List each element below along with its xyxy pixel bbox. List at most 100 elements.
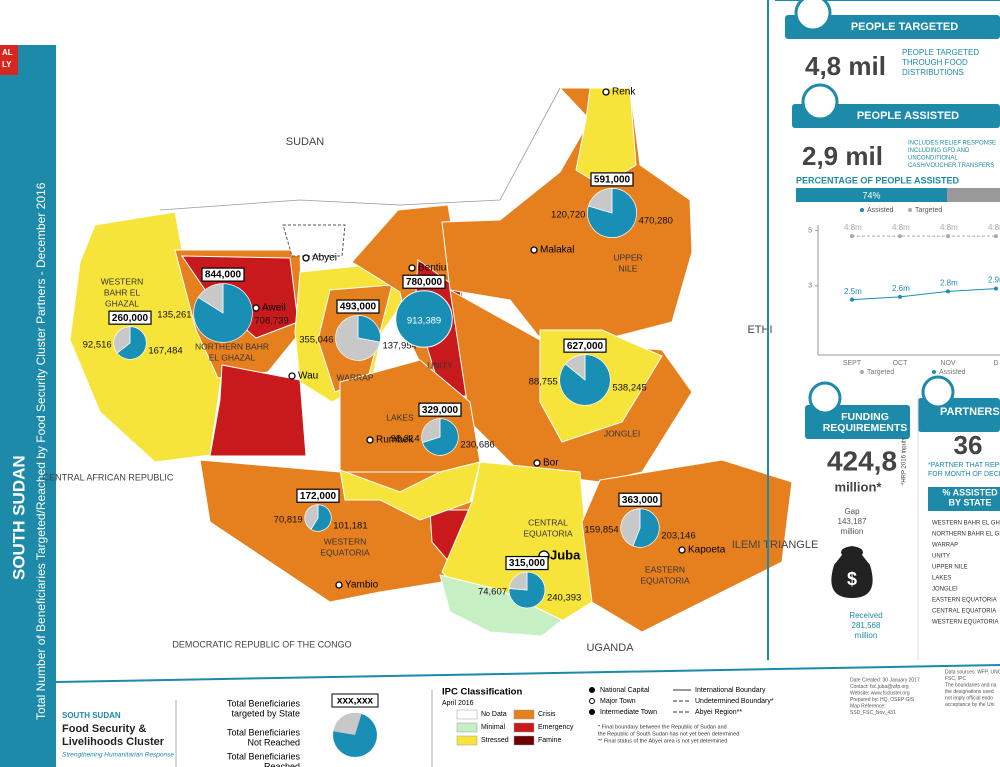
not-reached-label: 135,261	[157, 310, 191, 321]
town-marker	[533, 459, 541, 467]
ipc-swatch	[456, 709, 478, 720]
town-label: Wau	[298, 371, 318, 382]
y-tick-label: 3	[808, 283, 812, 290]
point	[898, 294, 902, 299]
target-label: 315,000	[509, 558, 546, 569]
town-label: Aweil	[262, 303, 286, 314]
note: PEOPLE TARGETED	[902, 48, 979, 57]
footnote: the Republic of South Sudan has not yet …	[598, 731, 739, 737]
town-label: Yambio	[345, 580, 379, 591]
source: The boundaries and na	[945, 682, 997, 688]
side-band	[0, 45, 56, 767]
banner-title: PARTNERS*	[940, 406, 1000, 418]
target-box	[336, 299, 380, 314]
pie-not-reached	[335, 315, 381, 361]
symbol-label: Abyei Region**	[695, 709, 742, 716]
ipc-label: Famine	[538, 737, 561, 744]
point-label: 4.8m	[988, 223, 1000, 232]
footnote: * Final boundary between the Republic of…	[598, 724, 727, 730]
not-reached-label: 74,607	[478, 587, 507, 598]
legend-dot	[932, 370, 936, 374]
legend-subtitle: April 2016	[442, 700, 474, 707]
x-tick-label: OCT	[893, 360, 909, 367]
ipc-area	[439, 574, 563, 637]
state-row: UPPER NILE	[932, 565, 968, 571]
progress-label: 74%	[862, 190, 880, 200]
banner	[928, 487, 1000, 511]
badge-text: AL	[2, 48, 13, 57]
town-marker	[288, 372, 296, 380]
symbol-dot	[589, 687, 595, 693]
target-label: xxx,xxx	[337, 696, 374, 707]
state-name: BAHR EL	[104, 287, 141, 297]
point-label: 2.9m	[988, 276, 1000, 285]
pie-reached	[116, 326, 147, 360]
town-marker	[530, 246, 538, 254]
legend-text: Reached	[264, 761, 300, 767]
legend-label: Targeted	[915, 207, 942, 214]
state-row: EASTERN EQUATORIA	[932, 598, 997, 604]
state-name: NORTHERN BAHR	[195, 341, 269, 351]
country-label: DEMOCRATIC REPUBLIC OF THE CONGO	[172, 639, 351, 649]
state-name: UPPER	[613, 252, 642, 262]
logo-tagline: Strengthening Humanitarian Response	[62, 752, 174, 759]
state-name: EASTERN	[645, 564, 685, 574]
pie-reached	[395, 290, 453, 348]
footnote: ** Final status of the Abyei area is not…	[598, 738, 727, 744]
reached-label: 470,280	[639, 216, 673, 227]
country-label: SUDAN	[286, 136, 325, 148]
x-tick-label: NOV	[940, 360, 956, 367]
not-reached-label: 159,854	[584, 525, 618, 536]
legend-text: targeted by State	[231, 708, 300, 718]
banner-icon	[794, 0, 832, 32]
state-row: UNITY	[932, 554, 950, 560]
target-box	[418, 402, 462, 417]
note: INCLUDES RELIEF RESPONSE	[908, 141, 996, 147]
big-number: 424,8	[827, 445, 897, 476]
state-name: WESTERN	[101, 276, 144, 286]
target-label: 844,000	[205, 270, 242, 281]
point-label: 4.8m	[892, 223, 910, 232]
town-label: Renk	[612, 87, 636, 98]
reached-label: 538,245	[612, 383, 646, 394]
state-name: LAKES	[386, 412, 414, 422]
point	[946, 289, 950, 294]
state-row: CENTRAL EQUATORIA	[932, 609, 996, 615]
credit: SSD_FSC_Nov_431	[850, 710, 896, 716]
town-marker	[335, 581, 343, 589]
point-label: 4.8m	[844, 223, 862, 232]
state-row: JONGLEI	[932, 587, 958, 593]
not-reached-label: 92,516	[83, 340, 112, 351]
pie-reached	[632, 508, 660, 548]
state-row: WARRAP	[932, 543, 958, 549]
x-tick-label: SEPT	[843, 360, 862, 367]
side-title-group: SOUTH SUDAN Total Number of Beneficiaries…	[9, 182, 48, 720]
banner-icon	[801, 83, 839, 121]
state-row: WESTERN EQUATORIA	[932, 620, 998, 626]
not-reached-label: 88,755	[529, 377, 558, 388]
state-name: EL GHAZAL	[209, 352, 256, 362]
logo-country: SOUTH SUDAN	[62, 711, 121, 720]
state-name: NILE	[619, 263, 638, 273]
pie-reached	[357, 315, 381, 343]
town-label: Kapoeta	[688, 545, 726, 556]
symbol-label: Major Town	[600, 698, 636, 705]
ipc-area	[339, 461, 481, 521]
legend-label: Targeted	[867, 369, 894, 376]
ipc-label: Crisis	[538, 711, 556, 718]
legend-dot	[860, 370, 864, 374]
symbol-label: National Capital	[600, 687, 650, 694]
legend-pie-slice	[333, 713, 362, 735]
state-name: JONGLEI	[604, 428, 640, 438]
country-label: ETHI	[747, 324, 772, 336]
rot-note: *HRP 2016 inputs	[902, 437, 908, 485]
town-marker	[302, 254, 310, 262]
note: THROUGH FOOD	[902, 58, 968, 67]
legend-title: IPC Classification	[442, 687, 522, 698]
ipc-swatch	[456, 722, 478, 733]
target-label: 172,000	[300, 491, 337, 502]
reached-label: 203,146	[661, 531, 695, 542]
pie-reached	[310, 504, 332, 532]
point-label: 2.5m	[844, 287, 862, 296]
